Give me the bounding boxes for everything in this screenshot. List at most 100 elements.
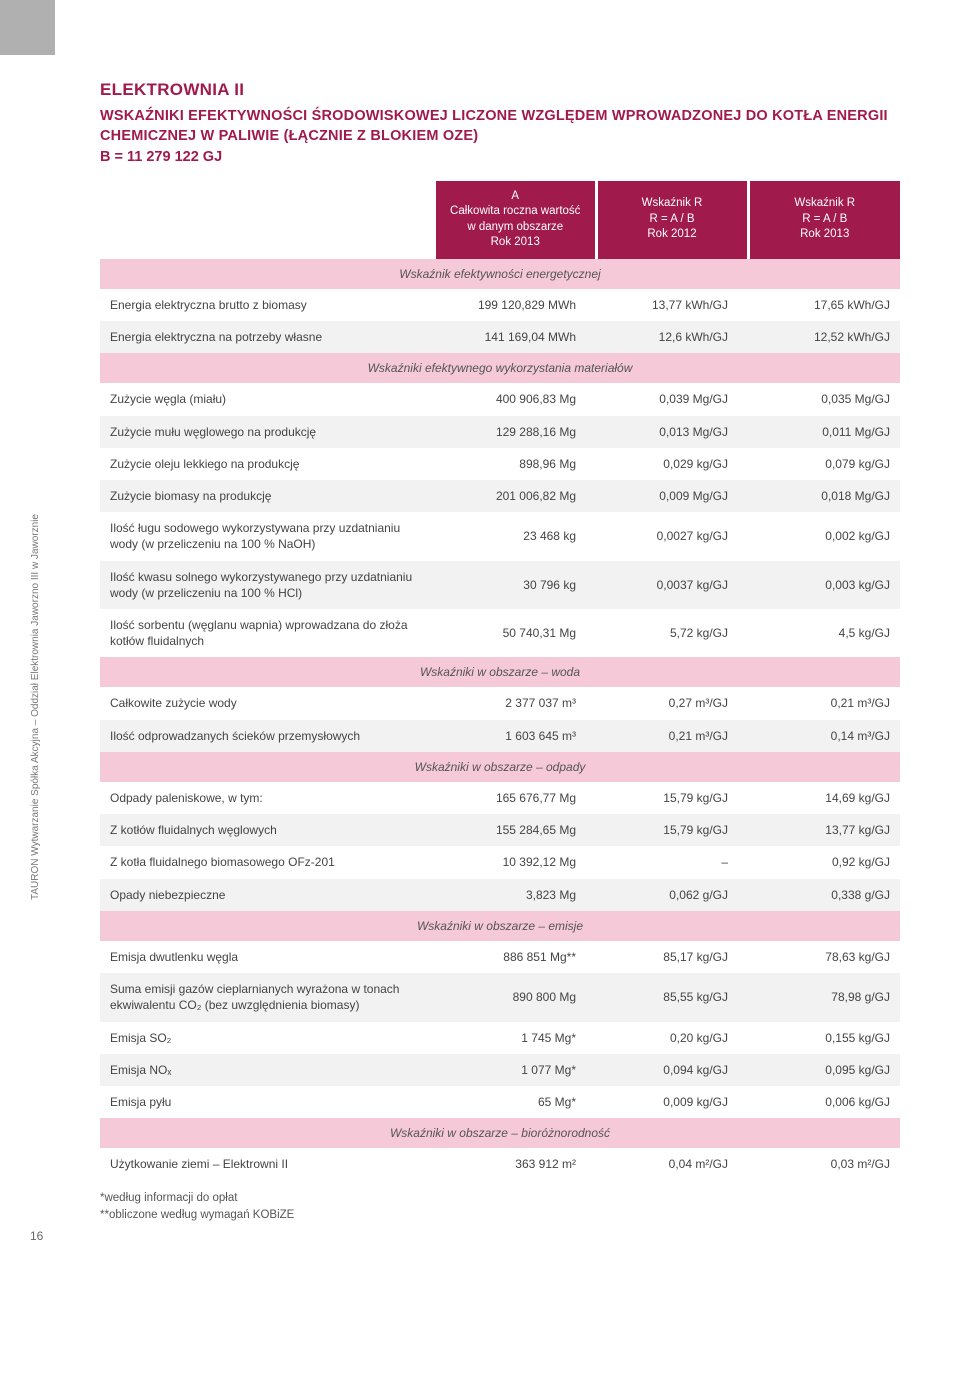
table-cell: 30 796 kg (436, 561, 596, 609)
table-cell: 0,006 kg/GJ (748, 1086, 900, 1118)
footnotes: *według informacji do opłat **obliczone … (100, 1190, 900, 1222)
table-cell: Ilość sorbentu (węglanu wapnia) wprowadz… (100, 609, 436, 657)
section-header-row: Wskaźniki w obszarze – emisje (100, 911, 900, 941)
table-row: Ilość odprowadzanych ścieków przemysłowy… (100, 720, 900, 752)
table-cell: 23 468 kg (436, 512, 596, 560)
table-row: Z kotła fluidalnego biomasowego OFz-2011… (100, 846, 900, 878)
table-row: Ilość sorbentu (węglanu wapnia) wprowadz… (100, 609, 900, 657)
table-cell: Z kotła fluidalnego biomasowego OFz-201 (100, 846, 436, 878)
section-header-row: Wskaźniki w obszarze – bioróżnorodność (100, 1118, 900, 1148)
table-row: Energia elektryczna na potrzeby własne14… (100, 321, 900, 353)
table-cell: 1 603 645 m³ (436, 720, 596, 752)
table-cell: 0,27 m³/GJ (596, 687, 748, 719)
section-header-cell: Wskaźniki w obszarze – woda (100, 657, 900, 687)
table-cell: Emisja pyłu (100, 1086, 436, 1118)
table-row: Emisja NOₓ1 077 Mg*0,094 kg/GJ0,095 kg/G… (100, 1054, 900, 1086)
table-cell: 890 800 Mg (436, 973, 596, 1021)
table-cell: 129 288,16 Mg (436, 416, 596, 448)
table-cell: 5,72 kg/GJ (596, 609, 748, 657)
table-cell: Zużycie mułu węglowego na produkcję (100, 416, 436, 448)
table-cell: 12,52 kWh/GJ (748, 321, 900, 353)
table-cell: Z kotłów fluidalnych węglowych (100, 814, 436, 846)
table-cell: 886 851 Mg** (436, 941, 596, 973)
table-cell: Zużycie węgla (miału) (100, 383, 436, 415)
section-header-cell: Wskaźnik efektywności energetycznej (100, 259, 900, 289)
section-header-cell: Wskaźniki w obszarze – bioróżnorodność (100, 1118, 900, 1148)
table-cell: Suma emisji gazów cieplarnianych wyrażon… (100, 973, 436, 1021)
table-cell: 400 906,83 Mg (436, 383, 596, 415)
section-header-cell: Wskaźniki w obszarze – odpady (100, 752, 900, 782)
corner-tab (0, 0, 55, 55)
table-cell: Ilość odprowadzanych ścieków przemysłowy… (100, 720, 436, 752)
table-cell: Emisja NOₓ (100, 1054, 436, 1086)
col-header-a: A Całkowita roczna wartość w danym obsza… (436, 181, 596, 259)
table-cell: Ilość ługu sodowego wykorzystywana przy … (100, 512, 436, 560)
table-cell: 0,095 kg/GJ (748, 1054, 900, 1086)
table-cell: Zużycie oleju lekkiego na produkcję (100, 448, 436, 480)
table-cell: 0,018 Mg/GJ (748, 480, 900, 512)
section-header-row: Wskaźniki w obszarze – odpady (100, 752, 900, 782)
table-cell: 10 392,12 Mg (436, 846, 596, 878)
table-cell: 0,009 Mg/GJ (596, 480, 748, 512)
table-row: Emisja dwutlenku węgla886 851 Mg**85,17 … (100, 941, 900, 973)
table-cell: Energia elektryczna brutto z biomasy (100, 289, 436, 321)
table-cell: 85,17 kg/GJ (596, 941, 748, 973)
table-cell: Emisja SO₂ (100, 1022, 436, 1054)
table-cell: 0,003 kg/GJ (748, 561, 900, 609)
table-cell: 155 284,65 Mg (436, 814, 596, 846)
table-cell: 13,77 kg/GJ (748, 814, 900, 846)
table-cell: Użytkowanie ziemi – Elektrowni II (100, 1148, 436, 1180)
section-header-row: Wskaźnik efektywności energetycznej (100, 259, 900, 289)
table-cell: 4,5 kg/GJ (748, 609, 900, 657)
table-cell: 2 377 037 m³ (436, 687, 596, 719)
section-header-row: Wskaźniki efektywnego wykorzystania mate… (100, 353, 900, 383)
table-cell: 0,20 kg/GJ (596, 1022, 748, 1054)
table-cell: 0,92 kg/GJ (748, 846, 900, 878)
table-body: Wskaźnik efektywności energetycznejEnerg… (100, 259, 900, 1181)
col-header-b: Wskaźnik R R = A / B Rok 2012 (596, 181, 748, 259)
table-cell: 0,013 Mg/GJ (596, 416, 748, 448)
table-cell: Energia elektryczna na potrzeby własne (100, 321, 436, 353)
table-row: Zużycie biomasy na produkcję201 006,82 M… (100, 480, 900, 512)
indicators-table: A Całkowita roczna wartość w danym obsza… (100, 181, 900, 1181)
table-cell: 199 120,829 MWh (436, 289, 596, 321)
table-cell: 0,155 kg/GJ (748, 1022, 900, 1054)
col-header-c: Wskaźnik R R = A / B Rok 2013 (748, 181, 900, 259)
table-cell: 141 169,04 MWh (436, 321, 596, 353)
section-header-cell: Wskaźniki w obszarze – emisje (100, 911, 900, 941)
table-cell: 85,55 kg/GJ (596, 973, 748, 1021)
document-page: TAURON Wytwarzanie Spółka Akcyjna – Oddz… (0, 0, 960, 1263)
table-cell: 78,98 g/GJ (748, 973, 900, 1021)
table-row: Zużycie mułu węglowego na produkcję129 2… (100, 416, 900, 448)
table-cell: 0,079 kg/GJ (748, 448, 900, 480)
table-cell: 0,21 m³/GJ (748, 687, 900, 719)
table-row: Ilość kwasu solnego wykorzystywanego prz… (100, 561, 900, 609)
table-cell: 0,011 Mg/GJ (748, 416, 900, 448)
table-cell: 0,002 kg/GJ (748, 512, 900, 560)
table-row: Zużycie oleju lekkiego na produkcję898,9… (100, 448, 900, 480)
table-cell: 1 077 Mg* (436, 1054, 596, 1086)
table-cell: 0,04 m²/GJ (596, 1148, 748, 1180)
table-cell: 0,0037 kg/GJ (596, 561, 748, 609)
page-number: 16 (30, 1229, 43, 1243)
table-cell: 13,77 kWh/GJ (596, 289, 748, 321)
table-cell: 0,009 kg/GJ (596, 1086, 748, 1118)
table-cell: 14,69 kg/GJ (748, 782, 900, 814)
table-cell: 0,21 m³/GJ (596, 720, 748, 752)
table-row: Emisja SO₂1 745 Mg*0,20 kg/GJ0,155 kg/GJ (100, 1022, 900, 1054)
col-empty (100, 181, 436, 259)
table-row: Emisja pyłu65 Mg*0,009 kg/GJ0,006 kg/GJ (100, 1086, 900, 1118)
table-cell: 0,039 Mg/GJ (596, 383, 748, 415)
table-row: Użytkowanie ziemi – Elektrowni II363 912… (100, 1148, 900, 1180)
b-value: B = 11 279 122 GJ (100, 149, 900, 165)
footnote-2: **obliczone według wymagań KOBiZE (100, 1207, 900, 1223)
table-cell: 3,823 Mg (436, 879, 596, 911)
table-row: Z kotłów fluidalnych węglowych155 284,65… (100, 814, 900, 846)
table-row: Opady niebezpieczne3,823 Mg0,062 g/GJ0,3… (100, 879, 900, 911)
table-cell: 1 745 Mg* (436, 1022, 596, 1054)
subtitle: WSKAŹNIKI EFEKTYWNOŚCI ŚRODOWISKOWEJ LIC… (100, 106, 900, 147)
table-row: Ilość ługu sodowego wykorzystywana przy … (100, 512, 900, 560)
table-cell: 0,338 g/GJ (748, 879, 900, 911)
table-cell: 78,63 kg/GJ (748, 941, 900, 973)
table-cell: 363 912 m² (436, 1148, 596, 1180)
